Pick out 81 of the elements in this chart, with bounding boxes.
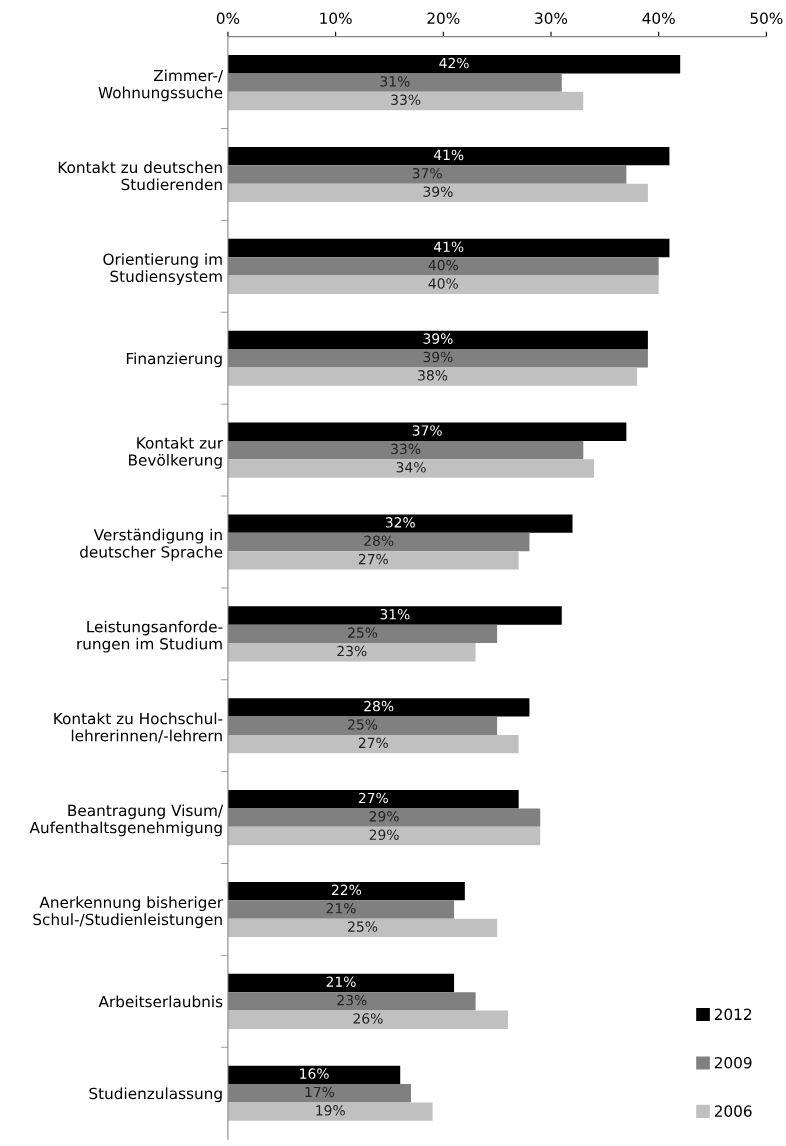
data-label: 25% — [348, 627, 378, 638]
data-label: 23% — [337, 994, 367, 1006]
x-tick-label: 30% — [535, 12, 568, 24]
y-tick-label: Kontakt zu deutschen Studierenden — [58, 161, 222, 191]
data-label: 22% — [331, 884, 362, 896]
data-label: 27% — [358, 792, 388, 804]
data-label: 39% — [423, 351, 453, 363]
data-label: 38% — [418, 370, 448, 381]
data-label: 39% — [423, 186, 453, 197]
bar — [227, 146, 670, 166]
bar — [227, 330, 648, 350]
data-label: 25% — [348, 719, 378, 730]
y-tick-label: Finanzierung — [126, 352, 222, 368]
y-tick-label: Beantragung Visum/ Aufenthaltsgenehmigung — [29, 804, 224, 837]
data-label: 37% — [412, 425, 442, 436]
data-label: 17% — [305, 1086, 335, 1098]
data-label: 23% — [337, 645, 367, 657]
data-label: 19% — [316, 1105, 345, 1116]
legend-label: 2012 — [714, 1008, 752, 1021]
y-tick-label: Zimmer-/ Wohnungssuche — [98, 69, 224, 102]
x-tick-label: 40% — [642, 12, 675, 24]
y-tick-label: Verständigung in deutscher Sprache — [80, 528, 223, 561]
bar — [227, 881, 465, 901]
bar — [227, 514, 573, 533]
x-tick-label: 50% — [750, 12, 783, 24]
data-label: 33% — [391, 94, 421, 106]
data-label: 25% — [348, 921, 378, 932]
bar — [227, 973, 455, 993]
data-label: 39% — [423, 333, 453, 344]
bar — [227, 918, 498, 938]
bar — [227, 55, 681, 74]
bar — [227, 183, 648, 203]
bar — [227, 1065, 401, 1084]
bar — [227, 698, 530, 717]
bar — [227, 367, 638, 386]
data-label: 31% — [380, 76, 410, 87]
x-tick-label: 0% — [216, 12, 240, 24]
data-label: 41% — [433, 149, 464, 161]
legend-label: 2006 — [714, 1105, 752, 1117]
y-tick-label: Kontakt zu Hochschul- lehrerinnen/-lehrern — [54, 712, 223, 743]
data-label: 29% — [369, 829, 399, 840]
data-label: 16% — [300, 1068, 329, 1079]
bar — [227, 459, 595, 478]
data-label: 42% — [439, 57, 469, 69]
bar — [227, 275, 659, 294]
bar — [227, 826, 541, 846]
bar — [227, 790, 519, 809]
bar — [227, 422, 627, 441]
data-label: 32% — [385, 517, 415, 528]
bar — [227, 551, 519, 570]
bar — [227, 606, 562, 625]
y-tick-label: Arbeitserlaubnis — [98, 995, 223, 1008]
y-tick-label: Leistungsanforde- rungen im Studium — [77, 620, 223, 653]
legend-label: 2009 — [714, 1056, 752, 1069]
y-tick-label: Studienzulassung — [89, 1087, 222, 1103]
data-label: 33% — [391, 443, 421, 455]
data-label: 41% — [433, 241, 464, 253]
bar — [227, 1010, 508, 1029]
data-label: 37% — [412, 168, 442, 179]
bar — [227, 1102, 433, 1121]
data-label: 31% — [380, 608, 410, 620]
bar — [227, 91, 584, 111]
data-label: 26% — [353, 1013, 383, 1024]
data-label: 28% — [364, 535, 394, 546]
data-label: 28% — [364, 700, 394, 712]
y-tick-label: Orientierung im Studiensystem — [103, 253, 222, 286]
data-label: 40% — [428, 259, 458, 271]
data-label: 34% — [396, 461, 426, 473]
bar — [227, 734, 519, 754]
data-label: 27% — [358, 737, 388, 749]
y-tick-label: Anerkennung bisheriger Schul-/Studienleistungen — [33, 896, 224, 929]
y-tick-label: Kontakt zur Bevölkerung — [129, 436, 224, 469]
data-label: 29% — [369, 811, 399, 822]
data-label: 27% — [358, 553, 388, 565]
bar — [227, 643, 476, 662]
data-label: 21% — [326, 976, 356, 987]
data-label: 40% — [428, 278, 458, 289]
x-tick-label: 10% — [320, 12, 352, 24]
x-tick-label: 20% — [427, 12, 460, 24]
data-label: 21% — [326, 902, 356, 914]
bar — [227, 238, 670, 258]
